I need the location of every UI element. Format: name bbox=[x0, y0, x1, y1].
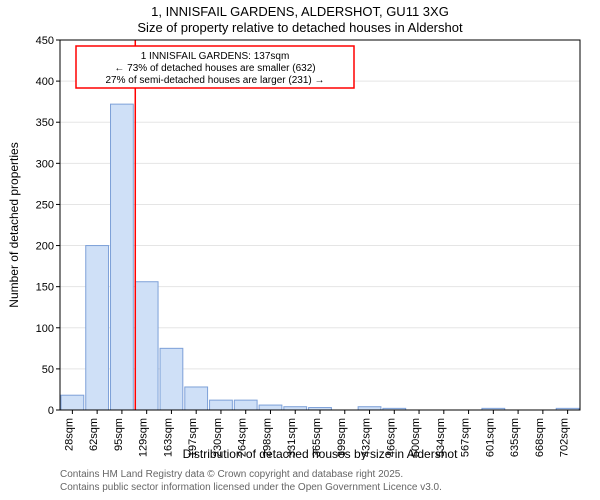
y-tick-label: 400 bbox=[36, 76, 54, 88]
footer-line-1: Contains HM Land Registry data © Crown c… bbox=[60, 469, 442, 482]
bar bbox=[160, 348, 183, 410]
x-axis-label: Distribution of detached houses by size … bbox=[183, 447, 458, 460]
x-tick-label: 635sqm bbox=[509, 418, 521, 457]
y-tick-label: 150 bbox=[36, 282, 54, 294]
x-tick-label: 601sqm bbox=[484, 418, 496, 457]
y-tick-label: 50 bbox=[42, 364, 54, 376]
x-tick-label: 129sqm bbox=[138, 418, 150, 457]
x-tick-label: 567sqm bbox=[460, 418, 472, 457]
title-line-2: Size of property relative to detached ho… bbox=[137, 20, 463, 35]
y-tick-label: 0 bbox=[48, 405, 54, 417]
y-axis-label: Number of detached properties bbox=[7, 142, 21, 307]
title-line-1: 1, INNISFAIL GARDENS, ALDERSHOT, GU11 3X… bbox=[151, 4, 449, 19]
histogram-chart: 1, INNISFAIL GARDENS, ALDERSHOT, GU11 3X… bbox=[0, 0, 600, 460]
bar bbox=[86, 246, 109, 410]
x-tick-label: 163sqm bbox=[162, 418, 174, 457]
x-tick-label: 95sqm bbox=[113, 418, 125, 451]
bar bbox=[185, 387, 208, 410]
y-tick-label: 350 bbox=[36, 117, 54, 129]
chart-container: 1, INNISFAIL GARDENS, ALDERSHOT, GU11 3X… bbox=[0, 0, 600, 500]
callout-line-1: 1 INNISFAIL GARDENS: 137sqm bbox=[141, 51, 290, 62]
bar bbox=[234, 400, 257, 410]
x-tick-label: 668sqm bbox=[534, 418, 546, 457]
footer-attribution: Contains HM Land Registry data © Crown c… bbox=[60, 469, 442, 494]
x-tick-label: 62sqm bbox=[88, 418, 100, 451]
y-tick-label: 200 bbox=[36, 241, 54, 253]
y-tick-label: 100 bbox=[36, 323, 54, 335]
bar bbox=[259, 405, 282, 410]
bar bbox=[61, 395, 84, 410]
bar bbox=[210, 400, 233, 410]
footer-line-2: Contains public sector information licen… bbox=[60, 482, 442, 495]
x-tick-label: 702sqm bbox=[559, 418, 571, 457]
y-tick-label: 450 bbox=[36, 35, 54, 47]
bar bbox=[135, 282, 158, 410]
y-tick-label: 250 bbox=[36, 199, 54, 211]
bar bbox=[111, 104, 134, 410]
y-tick-label: 300 bbox=[36, 158, 54, 170]
callout-line-2: ← 73% of detached houses are smaller (63… bbox=[114, 63, 315, 74]
x-tick-label: 28sqm bbox=[63, 418, 75, 451]
callout-line-3: 27% of semi-detached houses are larger (… bbox=[105, 75, 324, 86]
